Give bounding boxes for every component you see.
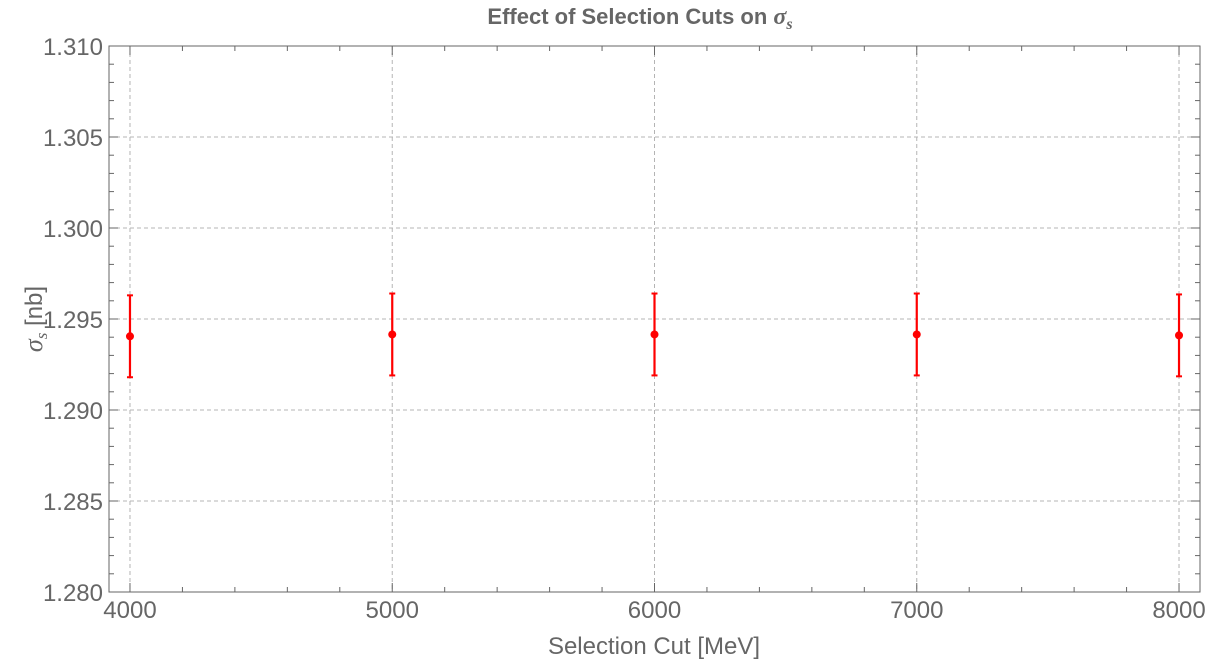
y-tick-label: 1.300 bbox=[43, 216, 103, 243]
chart-title-symbol: σ bbox=[773, 4, 787, 30]
data-point-group bbox=[1175, 293, 1184, 378]
x-tick-label: 4000 bbox=[103, 597, 156, 624]
data-point-group bbox=[912, 292, 921, 377]
data-point bbox=[125, 332, 134, 341]
x-tick-label: 7000 bbox=[890, 597, 943, 624]
minor-ticks bbox=[109, 45, 1200, 593]
data-point bbox=[650, 330, 659, 339]
data-point bbox=[912, 330, 921, 339]
x-tick-label: 8000 bbox=[1152, 597, 1205, 624]
data-points bbox=[125, 292, 1184, 379]
y-axis-label-symbol: σ bbox=[19, 338, 48, 352]
y-tick-label: 1.295 bbox=[43, 307, 103, 334]
chart-title: Effect of Selection Cuts on σs bbox=[487, 4, 792, 33]
data-point-group bbox=[650, 292, 659, 377]
y-axis-label-unit: [nb] bbox=[21, 286, 48, 333]
y-tick-label: 1.285 bbox=[43, 489, 103, 516]
y-tick-label: 1.280 bbox=[43, 580, 103, 607]
x-tick-labels: 4000 5000 6000 7000 8000 bbox=[103, 597, 1205, 624]
chart-title-subscript: s bbox=[785, 16, 792, 33]
data-point bbox=[388, 330, 397, 339]
y-tick-label: 1.305 bbox=[43, 125, 103, 152]
x-tick-label: 6000 bbox=[628, 597, 681, 624]
data-point-group bbox=[125, 294, 134, 379]
y-axis-label-subscript: s bbox=[32, 332, 51, 339]
x-axis-label: Selection Cut [MeV] bbox=[548, 633, 760, 660]
data-point-group bbox=[388, 292, 397, 377]
chart-title-text: Effect of Selection Cuts on bbox=[487, 4, 773, 29]
x-tick-label: 5000 bbox=[366, 597, 419, 624]
data-point bbox=[1175, 331, 1184, 340]
y-tick-label: 1.310 bbox=[43, 34, 103, 61]
y-axis-label: σs [nb] bbox=[19, 286, 51, 352]
y-tick-labels: 1.280 1.285 1.290 1.295 1.300 1.305 1.310 bbox=[43, 34, 103, 607]
y-tick-label: 1.290 bbox=[43, 398, 103, 425]
